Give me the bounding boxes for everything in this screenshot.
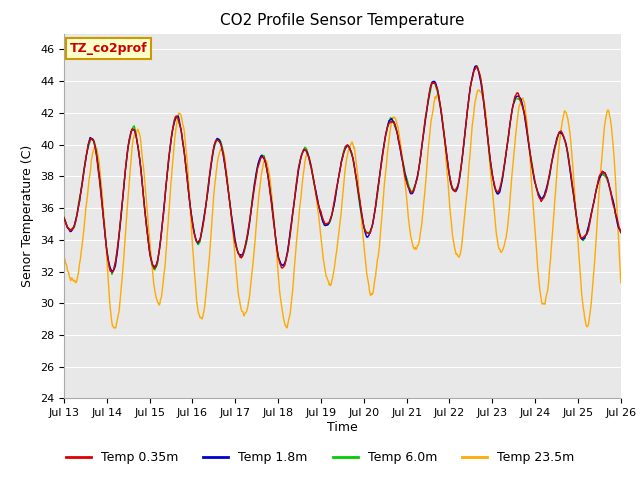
Title: CO2 Profile Sensor Temperature: CO2 Profile Sensor Temperature [220, 13, 465, 28]
Text: TZ_co2prof: TZ_co2prof [70, 42, 147, 55]
Legend: Temp 0.35m, Temp 1.8m, Temp 6.0m, Temp 23.5m: Temp 0.35m, Temp 1.8m, Temp 6.0m, Temp 2… [61, 446, 579, 469]
X-axis label: Time: Time [327, 421, 358, 434]
Y-axis label: Senor Temperature (C): Senor Temperature (C) [22, 145, 35, 287]
